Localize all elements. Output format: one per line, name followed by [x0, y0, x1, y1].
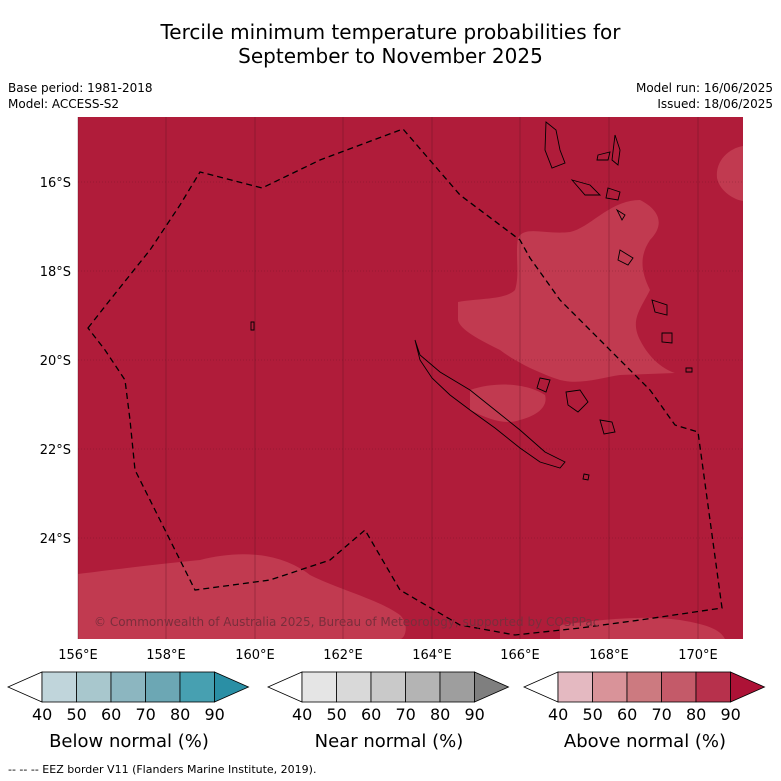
colorbar-tick: 80: [430, 705, 451, 724]
colorbar-segment: [661, 671, 697, 703]
colorbar-tick: 80: [686, 705, 707, 724]
map-background: [78, 117, 743, 639]
island-small-1: [596, 151, 611, 161]
colorbar-tick: 70: [395, 705, 416, 724]
colorbar-near-label: Near normal (%): [314, 731, 464, 752]
colorbar-segment: [76, 671, 112, 703]
issued-date: Issued: 18/06/2025: [657, 97, 773, 111]
colorbar-tick: 60: [361, 705, 382, 724]
colorbar-tick: 40: [548, 705, 569, 724]
colorbar-tick: 60: [101, 705, 122, 724]
island-east-3: [685, 367, 693, 373]
lat-label: 16°S: [40, 176, 71, 191]
colorbar-tick: 50: [326, 705, 347, 724]
colorbar-segment: [41, 671, 77, 703]
lon-labels: 156°E 158°E 160°E 162°E 164°E 166°E 168°…: [58, 648, 718, 663]
probability-zone-south: [78, 554, 406, 639]
lon-label: 164°E: [412, 648, 452, 663]
island-chesterfield: [250, 321, 255, 331]
colorbar-extend-low: [7, 671, 43, 703]
title-line2: September to November 2025: [238, 44, 543, 68]
colorbar-tick: 40: [32, 705, 53, 724]
base-period: Base period: 1981-2018: [8, 81, 153, 95]
model-name: Model: ACCESS-S2: [8, 97, 120, 111]
probability-zone-east: [458, 200, 675, 382]
lat-label: 22°S: [40, 443, 71, 458]
colorbar-segment: [626, 671, 662, 703]
island-small-2: [570, 179, 602, 196]
probability-zone-ne: [716, 146, 743, 201]
eez-border: [87, 128, 723, 636]
lat-label: 20°S: [40, 354, 71, 369]
island-east-1: [651, 299, 668, 316]
colorbar-extend-low: [267, 671, 303, 703]
island-east-2: [661, 332, 673, 344]
islands: [250, 121, 693, 481]
lon-label: 158°E: [146, 648, 186, 663]
colorbar-segment: [405, 671, 441, 703]
colorbars: [7, 671, 766, 703]
island-tanna: [617, 249, 634, 266]
lon-label: 166°E: [500, 648, 540, 663]
colorbar-below-label: Below normal (%): [49, 731, 209, 752]
colorbar-segment: [557, 671, 593, 703]
probability-zone-newcaledonia: [470, 384, 546, 422]
island-new-caledonia: [414, 339, 566, 469]
island-malekula: [611, 134, 621, 166]
colorbar-tick: 90: [720, 705, 741, 724]
lon-label: 168°E: [589, 648, 629, 663]
island-loyalty-2: [565, 389, 589, 413]
lat-labels: 16°S 18°S 20°S 22°S 24°S: [40, 176, 71, 547]
colorbar-tick: 40: [292, 705, 313, 724]
island-pines: [582, 473, 590, 481]
island-erromango: [615, 208, 626, 221]
colorbar-above-label: Above normal (%): [563, 731, 727, 752]
lon-label: 160°E: [235, 648, 275, 663]
lon-label: 156°E: [58, 648, 98, 663]
colorbar-extend-high: [730, 671, 766, 703]
colorbar-tick: 60: [617, 705, 638, 724]
colorbar-segment: [592, 671, 628, 703]
island-loyalty-1: [536, 377, 551, 393]
colorbar-extend-low: [523, 671, 559, 703]
colorbar-segment: [336, 671, 372, 703]
colorbar-segment: [179, 671, 215, 703]
lat-label: 24°S: [40, 532, 71, 547]
island-espiritu-santo: [544, 121, 566, 169]
title-line1: Tercile minimum temperature probabilitie…: [160, 20, 621, 44]
island-efate: [605, 187, 621, 201]
probability-zone-southeast: [560, 617, 725, 639]
colorbar-tick: 50: [66, 705, 87, 724]
lat-label: 18°S: [40, 265, 71, 280]
colorbar-tick: 80: [170, 705, 191, 724]
colorbar-segment: [370, 671, 406, 703]
colorbar-tick: 70: [651, 705, 672, 724]
colorbar-tick: 90: [464, 705, 485, 724]
colorbar-extend-high: [214, 671, 250, 703]
island-loyalty-3: [599, 419, 616, 435]
colorbar-extend-high: [474, 671, 510, 703]
colorbar-segment: [695, 671, 731, 703]
copyright-text: © Commonwealth of Australia 2025, Bureau…: [94, 615, 599, 629]
footnote: -- -- -- EEZ border V11 (Flanders Marine…: [8, 763, 317, 776]
lon-label: 170°E: [678, 648, 718, 663]
colorbar-segment: [145, 671, 181, 703]
colorbar-segment: [439, 671, 475, 703]
colorbar-tick: 70: [135, 705, 156, 724]
lon-label: 162°E: [323, 648, 363, 663]
colorbar-tick: 50: [582, 705, 603, 724]
colorbar-tick: 90: [204, 705, 225, 724]
colorbar-segment: [301, 671, 337, 703]
model-run: Model run: 16/06/2025: [635, 81, 773, 95]
colorbar-segment: [110, 671, 146, 703]
